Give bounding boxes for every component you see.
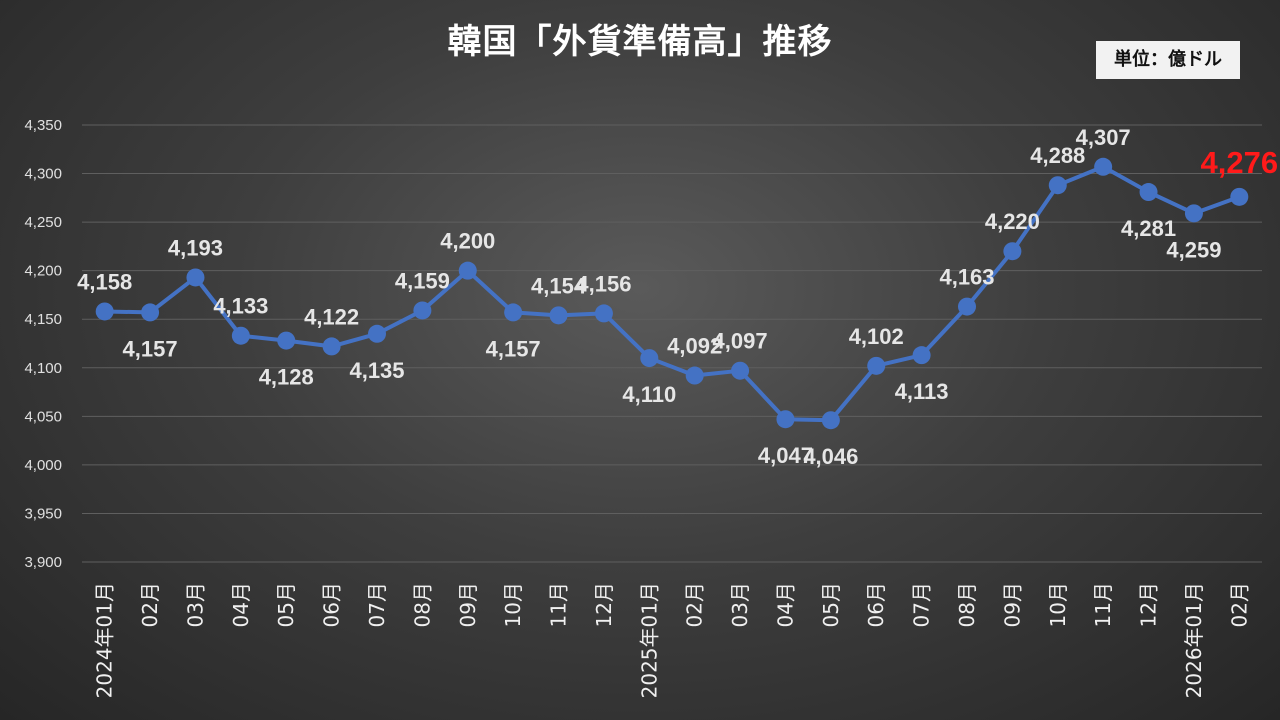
data-point: [731, 361, 750, 380]
data-labels: 4,158 4,157 4,193 4,133 4,128 4,122 4,135 4,159…: [77, 125, 1278, 469]
data-label: 4,193: [168, 235, 223, 260]
data-point: [594, 304, 613, 323]
y-tick-label: 4,250: [24, 214, 62, 231]
data-label: 4,220: [985, 209, 1040, 234]
data-point: [458, 261, 477, 280]
x-tick-label: 09月: [1000, 582, 1024, 627]
data-point: [549, 306, 568, 325]
x-tick-label: 05月: [819, 582, 843, 627]
data-label: 4,158: [77, 269, 132, 294]
data-label: 4,102: [849, 324, 904, 349]
y-tick-label: 4,300: [24, 166, 62, 183]
x-tick-label: 10月: [1046, 582, 1070, 627]
data-label: 4,281: [1121, 216, 1176, 241]
data-point: [1003, 242, 1022, 261]
data-label: 4,307: [1076, 125, 1131, 150]
data-point: [1139, 183, 1158, 202]
data-point: [95, 302, 114, 321]
data-point: [640, 349, 659, 368]
x-tick-label: 04月: [229, 582, 253, 627]
data-label: 4,047: [758, 443, 813, 468]
data-label: 4,159: [395, 268, 450, 293]
x-tick-label: 06月: [320, 582, 344, 627]
data-label: 4,259: [1166, 237, 1221, 262]
data-point: [1094, 157, 1113, 176]
data-point: [322, 337, 341, 356]
x-tick-label: 2025年01月: [637, 582, 661, 698]
x-tick-label: 02月: [683, 582, 707, 627]
x-tick-label: 07月: [910, 582, 934, 627]
data-point: [867, 356, 886, 375]
data-label: 4,200: [440, 229, 495, 254]
data-label: 4,092: [667, 334, 722, 359]
data-point: [277, 331, 296, 350]
data-label: 4,157: [123, 336, 178, 361]
data-point: [685, 366, 704, 385]
data-label: 4,097: [713, 329, 768, 354]
x-tick-label: 12月: [592, 582, 616, 627]
y-tick-label: 3,950: [24, 505, 62, 522]
data-point: [1048, 176, 1067, 195]
series-line-group: [95, 157, 1249, 430]
x-tick-label: 10月: [501, 582, 525, 627]
gridlines: [82, 124, 1262, 563]
x-tick-label: 05月: [274, 582, 298, 627]
x-tick-label: 2024年01月: [93, 582, 117, 698]
y-tick-label: 4,100: [24, 360, 62, 377]
data-point: [368, 324, 386, 343]
y-tick-label: 3,900: [24, 554, 62, 571]
data-label: 4,154: [531, 273, 587, 298]
data-point: [231, 326, 250, 345]
data-point: [504, 303, 523, 322]
data-label: 4,133: [213, 294, 268, 319]
x-tick-label: 2026年01月: [1182, 582, 1206, 698]
data-label: 4,157: [486, 336, 541, 361]
x-tick-label: 02月: [1227, 582, 1251, 627]
x-tick-label: 09月: [456, 582, 480, 627]
x-tick-label: 12月: [1137, 582, 1161, 627]
data-point: [821, 411, 840, 430]
data-label: 4,135: [349, 358, 404, 383]
x-tick-label: 08月: [955, 582, 979, 627]
data-label: 4,128: [259, 365, 314, 390]
data-label: 4,046: [803, 444, 858, 469]
data-label: 4,163: [939, 265, 994, 290]
data-label: 4,122: [304, 304, 359, 329]
unit-label: 単位：億ドル: [1096, 41, 1240, 79]
y-tick-label: 4,050: [24, 408, 62, 425]
data-point: [1230, 187, 1249, 206]
y-tick-label: 4,350: [24, 117, 62, 134]
data-point: [1184, 204, 1203, 223]
y-tick-label: 4,150: [24, 311, 62, 328]
x-tick-label: 06月: [864, 582, 888, 627]
data-point: [186, 268, 205, 287]
x-tick-label: 08月: [410, 582, 434, 627]
data-label-latest: 4,276: [1201, 145, 1279, 180]
x-axis-ticks: 2024年01月 02月 03月 04月 05月 06月 07月 08月 09月 10月 11月 12…: [93, 582, 1252, 698]
data-point: [141, 303, 160, 322]
data-point: [912, 346, 931, 365]
x-tick-label: 03月: [183, 582, 207, 627]
x-tick-label: 03月: [728, 582, 752, 627]
data-label: 4,288: [1030, 143, 1085, 168]
data-label: 4,110: [622, 382, 676, 407]
x-tick-label: 02月: [138, 582, 162, 627]
x-tick-label: 11月: [1091, 582, 1115, 627]
y-tick-label: 4,200: [24, 263, 62, 280]
data-point: [776, 410, 795, 429]
x-tick-label: 04月: [773, 582, 797, 627]
data-label: 4,113: [895, 379, 949, 404]
chart-title: 韓国「外貨準備高」推移: [447, 22, 833, 62]
y-axis-ticks: 3,900 3,950 4,000 4,050 4,100 4,150 4,200 4,250…: [24, 117, 62, 571]
data-label: 4,156: [576, 271, 631, 296]
data-point: [958, 297, 976, 316]
y-tick-label: 4,000: [24, 457, 62, 474]
x-tick-label: 07月: [365, 582, 389, 627]
x-tick-label: 11月: [547, 582, 571, 627]
data-point: [413, 301, 432, 320]
